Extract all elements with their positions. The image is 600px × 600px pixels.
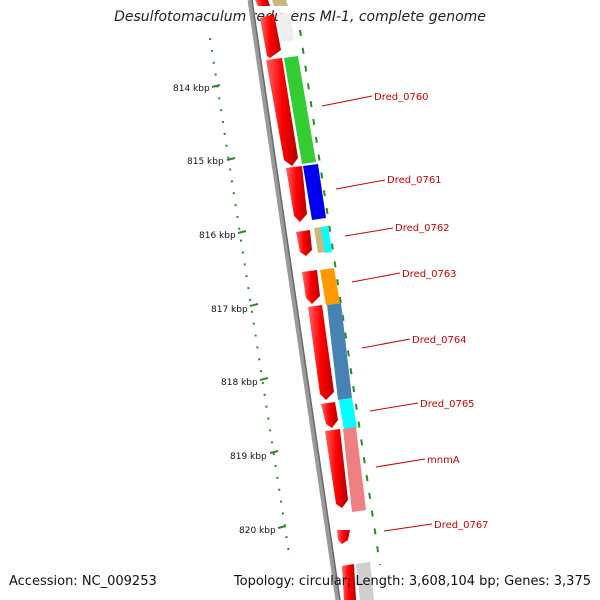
gene-block-dred-0760 [284, 56, 316, 164]
leader-line [335, 179, 386, 190]
leader-line [375, 458, 426, 468]
genome-summary-text: Topology: circular; Length: 3,608,104 bp… [233, 574, 591, 589]
gene-label-dred-0767: Dred_0767 [434, 520, 489, 531]
gene-labels: Dred_0760 Dred_0761 Dred_0762 Dred_0763 … [321, 92, 489, 532]
cds-arrow [337, 530, 350, 544]
cds-arrow [308, 305, 334, 400]
gene-label-dred-0762: Dred_0762 [395, 223, 450, 234]
kbp-label-818: 818 kbp [221, 378, 258, 388]
gene-label-mnma: mnmA [427, 455, 460, 466]
cds-arrow [255, 0, 270, 6]
cds-arrow [342, 564, 356, 600]
cds-arrow [302, 270, 320, 304]
cds-arrow [321, 402, 338, 428]
gene-label-dred-0761: Dred_0761 [387, 175, 442, 186]
leader-line [361, 338, 411, 349]
kbp-label-817: 817 kbp [211, 305, 248, 315]
gene-block-top-2 [277, 12, 294, 42]
tick-820 [277, 525, 287, 529]
gene-block-dred-0762 [321, 226, 332, 253]
cds-strand-track [255, 0, 356, 600]
leader-line [344, 227, 394, 237]
cds-arrow [266, 58, 298, 166]
tick-814 [211, 84, 221, 88]
scale-ticks: 814 kbp 815 kbp 816 kbp 817 kbp 818 kbp … [173, 84, 287, 536]
gene-label-dred-0760: Dred_0760 [374, 92, 429, 103]
cds-arrow [260, 14, 281, 58]
leader-line [351, 272, 401, 283]
gene-label-dred-0765: Dred_0765 [420, 399, 475, 410]
gene-block-bottom [356, 562, 374, 600]
gene-block-dred-0764 [327, 303, 352, 400]
map-title: Desulfotomaculum reducens MI-1, complete… [114, 9, 486, 25]
minor-tick-track [209, 37, 291, 561]
gene-block-dred-0763 [320, 268, 340, 305]
kbp-label-816: 816 kbp [199, 231, 236, 241]
kbp-label-815: 815 kbp [187, 157, 224, 167]
kbp-label-820: 820 kbp [239, 526, 276, 536]
gene-block-mnma [343, 427, 366, 512]
kbp-label-814: 814 kbp [173, 84, 210, 94]
cds-arrow [325, 429, 348, 508]
tick-817 [249, 303, 259, 307]
gene-label-dred-0764: Dred_0764 [412, 335, 467, 346]
tick-818 [259, 377, 269, 381]
cds-arrow [296, 230, 312, 256]
gene-block-dred-0761 [303, 164, 326, 220]
genome-backbone [247, 0, 341, 600]
leader-line [383, 523, 433, 532]
gene-block-dred-0765 [339, 398, 357, 430]
kbp-label-819: 819 kbp [230, 452, 267, 462]
genome-backbone-shade [251, 0, 341, 600]
cds-arrow [286, 166, 307, 222]
accession-text: Accession: NC_009253 [9, 574, 157, 589]
tick-816 [237, 230, 247, 234]
gene-blocks [272, 0, 374, 600]
gene-label-dred-0763: Dred_0763 [402, 269, 457, 280]
outer-tick-track [299, 29, 381, 566]
gene-block-top [272, 0, 288, 6]
leader-line [321, 95, 373, 107]
tick-815 [226, 157, 236, 161]
tick-819 [269, 450, 279, 454]
leader-line [369, 402, 419, 412]
